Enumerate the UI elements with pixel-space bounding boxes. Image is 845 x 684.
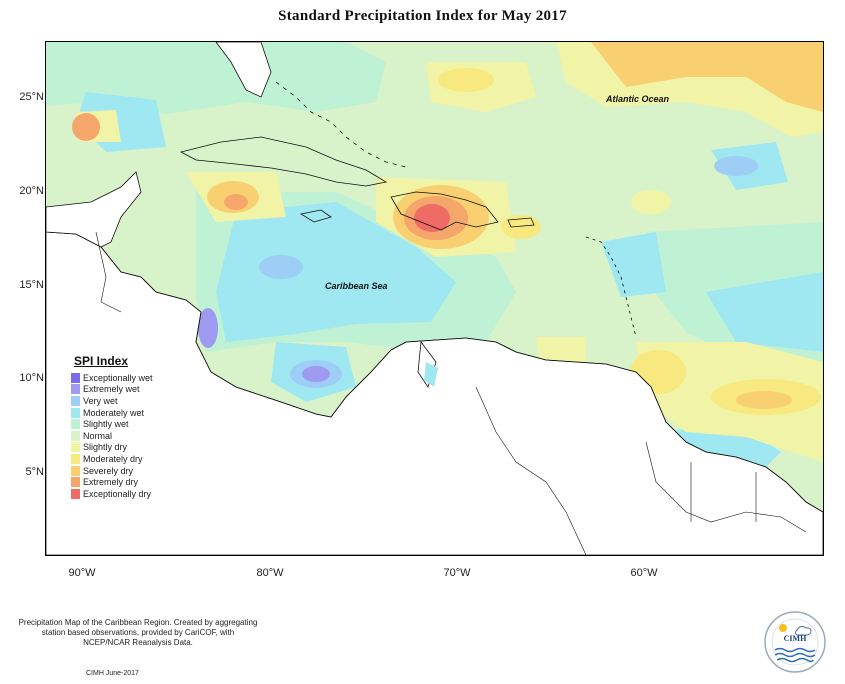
x-tick-80w: 80°W [256, 567, 284, 579]
legend-swatch [71, 477, 80, 488]
legend-item: Very wet [71, 395, 181, 407]
legend-label: Moderately wet [83, 407, 145, 418]
legend-swatch [71, 407, 80, 418]
footer-description: Precipitation Map of the Caribbean Regio… [18, 618, 258, 647]
spi-map-canvas [46, 42, 823, 555]
coastline-lesser-antilles [585, 236, 637, 338]
y-tick-25n: 25°N [19, 91, 44, 103]
legend-item: Moderately dry [71, 453, 181, 465]
extremely-wet-nicaragua [198, 308, 218, 348]
legend-swatch [71, 384, 80, 395]
label-atlantic-ocean: Atlantic Ocean [606, 94, 670, 104]
land-florida [215, 42, 272, 98]
legend-label: Extremely dry [83, 477, 139, 488]
border-guianas [645, 441, 807, 533]
y-tick-5n: 5°N [25, 466, 44, 478]
exceptionally-dry-haiti [414, 204, 450, 232]
y-tick-15n: 15°N [19, 279, 44, 291]
moderately-dry-puerto-rico [501, 215, 541, 239]
coastline-hispaniola [390, 191, 499, 231]
legend-item: Normal [71, 430, 181, 442]
legend-label: Exceptionally dry [83, 488, 152, 499]
legend-item: Extremely wet [71, 384, 181, 396]
legend-swatch [71, 442, 80, 453]
coastline-south [46, 231, 823, 513]
legend-item: Slightly wet [71, 418, 181, 430]
severely-dry-east [736, 391, 792, 409]
legend-swatch [71, 395, 80, 406]
legend-rows: Exceptionally wet Extremely wet Very wet Mo… [71, 372, 181, 500]
x-tick-70w: 70°W [443, 567, 471, 579]
legend-item: Extremely dry [71, 476, 181, 488]
legend-label: Slightly dry [83, 442, 128, 453]
sun-icon [779, 624, 787, 632]
legend-item: Exceptionally wet [71, 372, 181, 384]
legend-label: Slightly wet [83, 419, 129, 430]
legend-swatch [71, 430, 80, 441]
legend-swatch [71, 419, 80, 430]
legend-label: Exceptionally wet [83, 372, 153, 383]
extremely-dry-gulf [72, 113, 100, 141]
legend-item: Exceptionally dry [71, 488, 181, 500]
legend-item: Moderately wet [71, 407, 181, 419]
moderately-wet-antilles [601, 232, 666, 297]
legend-label: Severely dry [83, 465, 134, 476]
legend-item: Slightly dry [71, 442, 181, 454]
moderately-wet-caribbean [216, 202, 456, 342]
footer-credit: CIMH June-2017 [86, 670, 139, 677]
slightly-dry-leeward [631, 190, 671, 214]
coastline-cuba [179, 136, 388, 187]
very-wet-atlantic [714, 156, 758, 176]
very-wet-caribbean [259, 255, 303, 279]
extremely-wet-panama [302, 366, 330, 382]
y-tick-20n: 20°N [19, 185, 44, 197]
spi-legend: SPI Index Exceptionally wet Extremely wet… [71, 354, 181, 500]
legend-swatch [71, 488, 80, 499]
extremely-dry-cuba-south [224, 194, 248, 210]
slightly-dry-venezuela [536, 337, 586, 367]
legend-item: Severely dry [71, 465, 181, 477]
legend-swatch [71, 372, 80, 383]
label-caribbean-sea: Caribbean Sea [325, 281, 388, 291]
legend-label: Normal [83, 430, 113, 441]
coastline-bahamas [275, 81, 407, 168]
spi-map [45, 41, 824, 556]
legend-swatch [71, 465, 80, 476]
legend-swatch [71, 453, 80, 464]
cloud-icon [795, 625, 812, 636]
logo-text: CIMH [783, 634, 807, 643]
severely-dry-atlantic [591, 42, 823, 112]
border-guatemala [95, 231, 122, 313]
moderately-dry-bahamas [438, 68, 494, 92]
wave-icon [774, 647, 816, 653]
lake-maracaibo [424, 362, 438, 387]
legend-label: Extremely wet [83, 384, 140, 395]
x-tick-90w: 90°W [68, 567, 96, 579]
map-title: Standard Precipitation Index for May 201… [278, 8, 567, 24]
legend-label: Very wet [83, 395, 118, 406]
border-venezuela-colombia [475, 386, 587, 555]
cimh-logo: CIMH [763, 610, 827, 674]
legend-label: Moderately dry [83, 453, 143, 464]
land-yucatan [46, 171, 142, 248]
legend-title: SPI Index [74, 354, 129, 368]
moderately-wet-east [706, 272, 823, 352]
coastline-jamaica [299, 209, 332, 223]
cimh-logo-emblem [764, 611, 826, 673]
y-tick-10n: 10°N [19, 372, 44, 384]
coastline-puerto-rico [507, 217, 535, 228]
x-tick-60w: 60°W [630, 567, 658, 579]
slightly-wet-north [46, 42, 386, 114]
